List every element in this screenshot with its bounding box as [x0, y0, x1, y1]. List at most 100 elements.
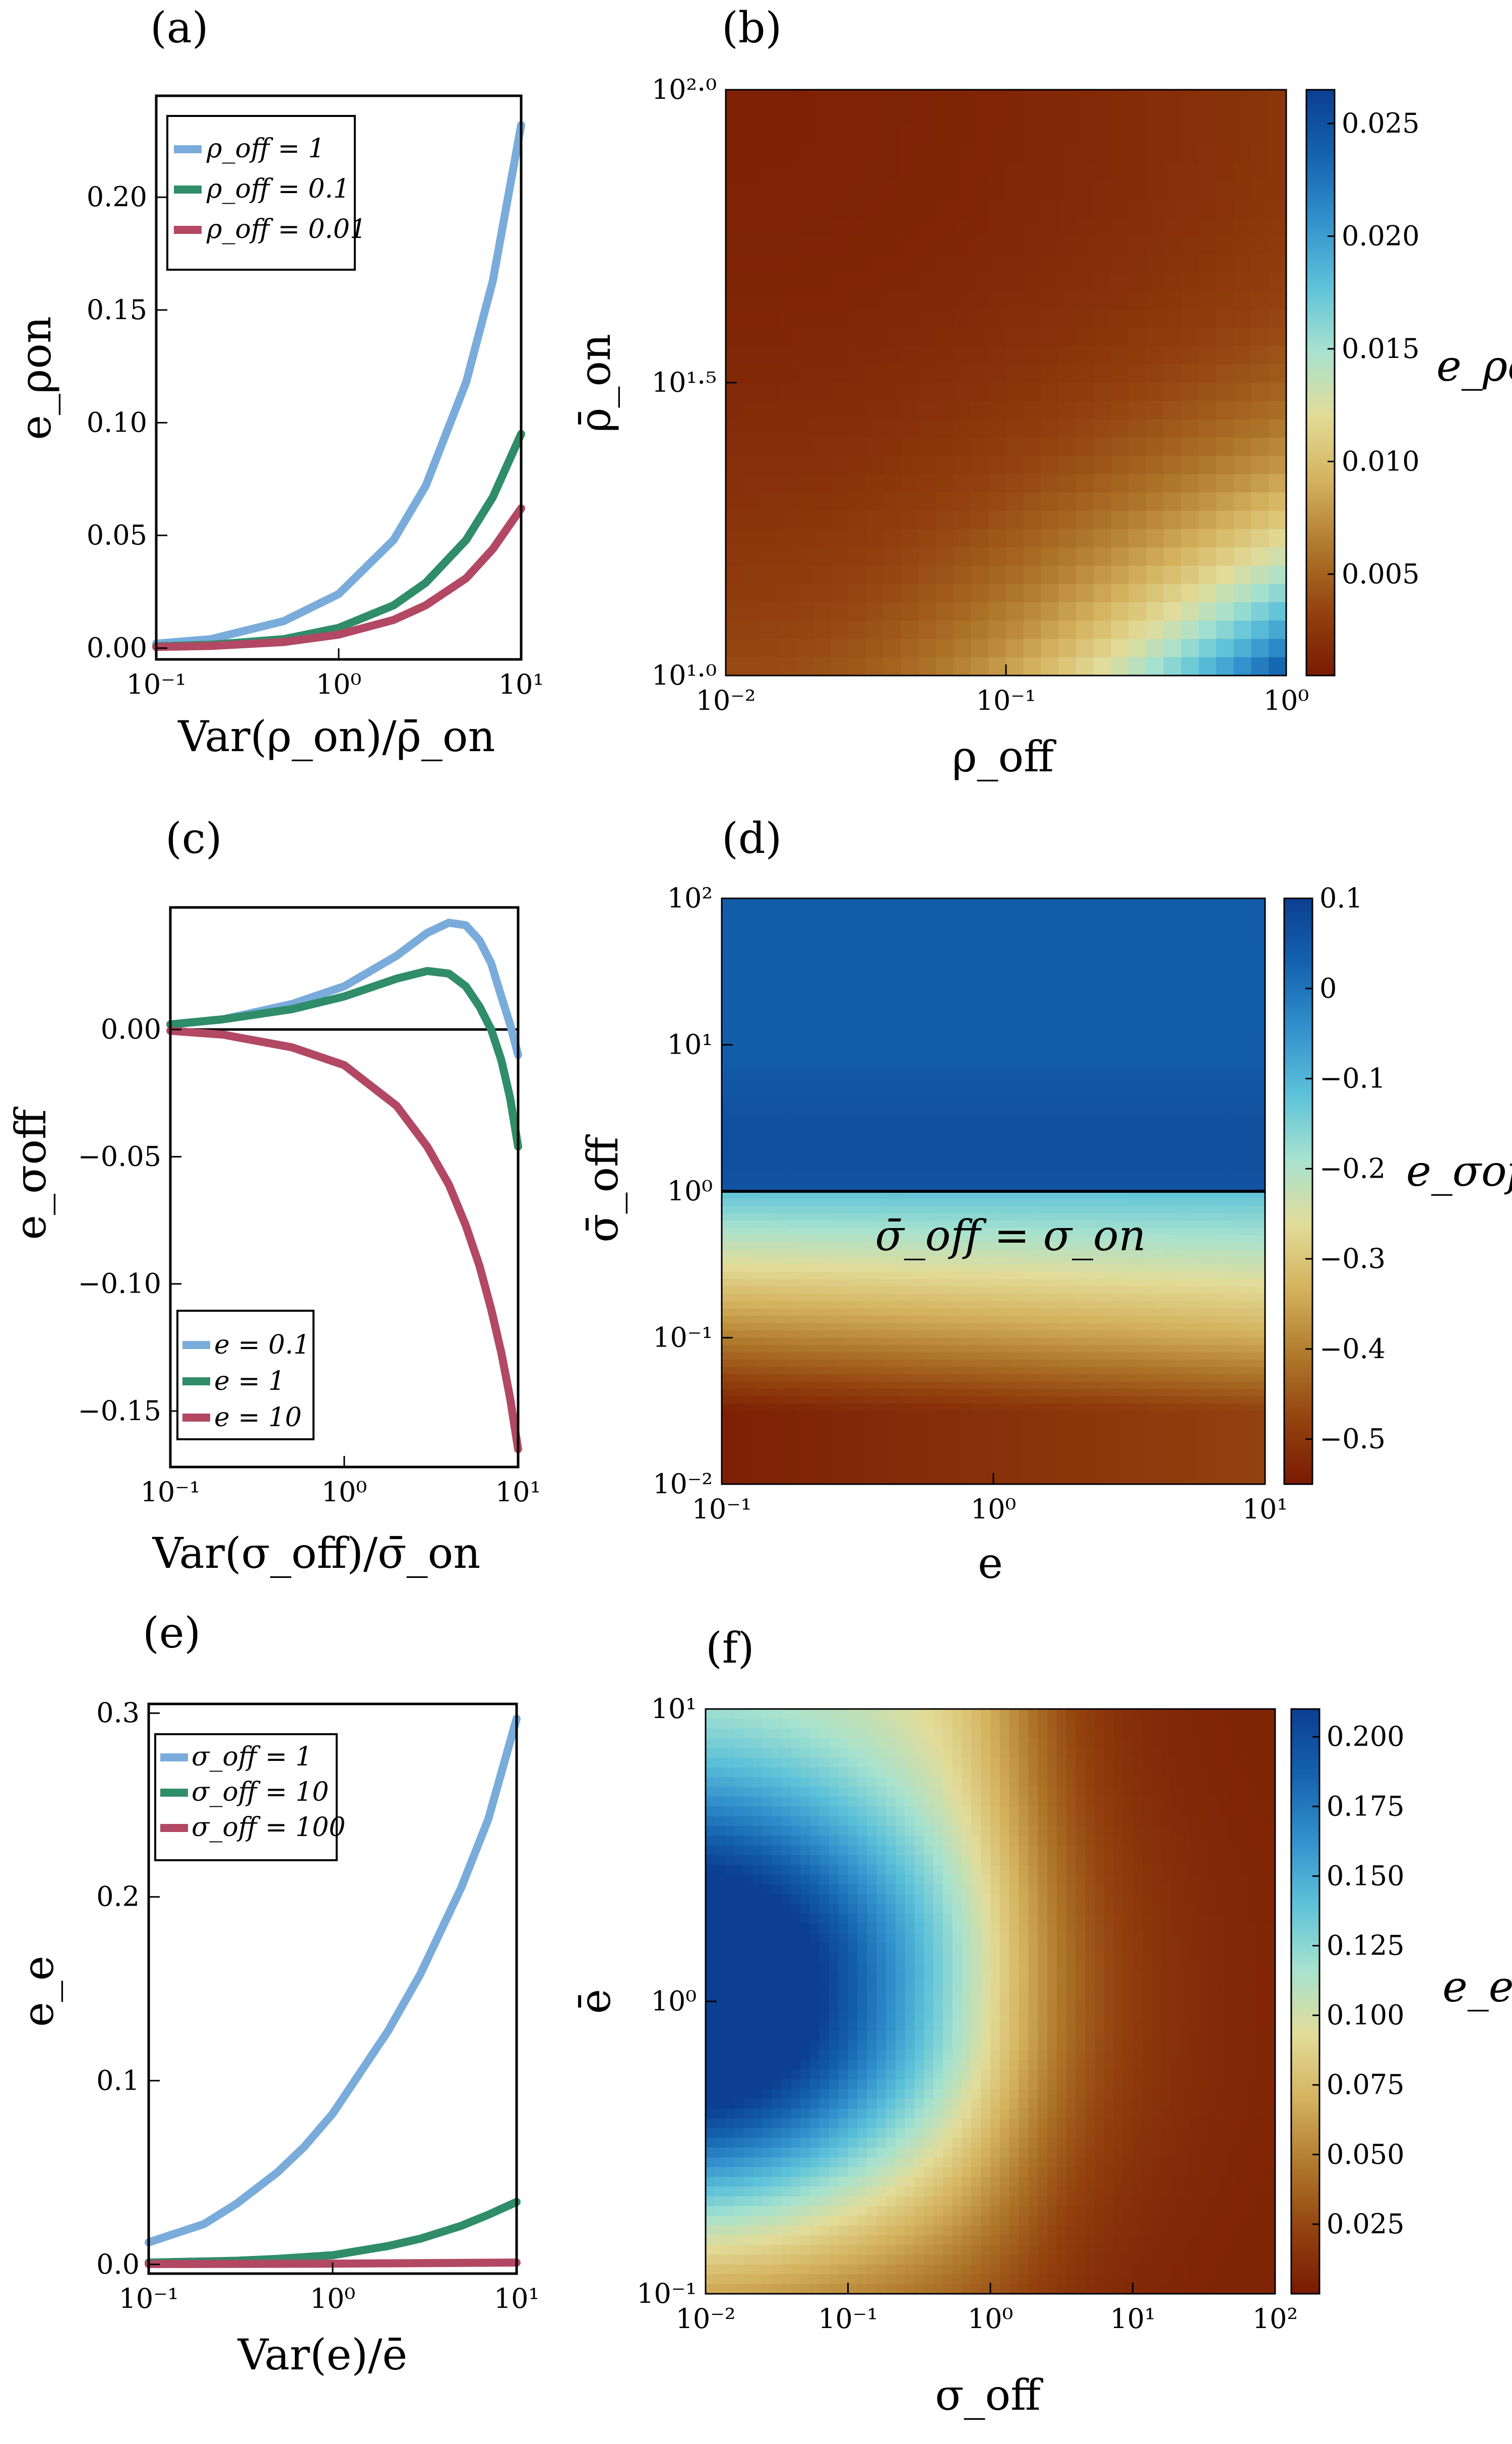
panel-b-cell: [1199, 328, 1217, 347]
panel-d-cell: [1163, 993, 1171, 1002]
panel-b-cell: [1181, 218, 1200, 237]
panel-b-cell: [743, 602, 762, 621]
panel-d-cell: [1068, 920, 1076, 928]
panel-d-cell: [837, 1045, 845, 1053]
panel-d-cell: [1149, 1052, 1157, 1060]
panel-d-cell: [1204, 1015, 1211, 1023]
panel-b-cell: [918, 566, 936, 585]
panel-d-cell: [837, 1228, 845, 1236]
panel-d-cell: [1143, 913, 1150, 921]
panel-b-cell: [743, 309, 762, 328]
panel-d-cell: [1231, 1228, 1238, 1236]
panel-d-cell: [986, 1045, 994, 1053]
panel-d-cell: [796, 1235, 804, 1243]
panel-d-cell: [1068, 1242, 1076, 1251]
panel-d-cell: [844, 935, 851, 943]
panel-b-cell: [813, 328, 832, 347]
panel-d-cell: [803, 1052, 810, 1060]
panel-d-cell: [1231, 971, 1238, 980]
panel-d-cell: [742, 1191, 749, 1199]
panel-b-cell: [1128, 273, 1147, 292]
panel-d-cell: [1197, 1235, 1205, 1243]
panel-d-cell: [810, 1242, 817, 1251]
panel-d-cell: [722, 1220, 729, 1229]
panel-d-cell: [905, 1140, 913, 1148]
panel-d-cell: [789, 913, 797, 921]
panel-b-cell: [918, 218, 936, 237]
panel-d-cell: [1082, 1198, 1089, 1206]
panel-d-cell: [1183, 1030, 1191, 1038]
panel-b-cell: [936, 144, 954, 164]
panel-d-cell: [1183, 986, 1191, 994]
panel-d-cell: [1082, 1147, 1089, 1155]
panel-d-cell: [1109, 898, 1116, 906]
panel-d-cell: [973, 1213, 980, 1221]
panel-d-cell: [742, 1088, 749, 1096]
panel-d-cell: [783, 1111, 790, 1119]
panel-d-cell: [939, 1125, 947, 1133]
panel-d-cell: [871, 1206, 878, 1214]
panel-d-cell: [912, 1242, 919, 1251]
panel-d-cell: [783, 1022, 790, 1031]
panel-d-cell: [1115, 1001, 1123, 1009]
panel-d-cell: [1006, 971, 1015, 980]
panel-d-cell: [1170, 935, 1177, 943]
panel-d-cell: [993, 1096, 1001, 1104]
panel-d-cell: [925, 1154, 933, 1163]
panel-d-cell: [1109, 1030, 1116, 1038]
panel-d-cell: [837, 905, 845, 913]
panel-d-cell: [1102, 1147, 1109, 1155]
panel-d-cell: [1163, 1154, 1171, 1163]
panel-b-cell: [848, 492, 866, 511]
panel-d-cell: [1143, 1118, 1150, 1126]
panel-b-cell: [813, 529, 832, 548]
panel-d-cell: [1204, 993, 1211, 1002]
panel-b-cell: [901, 547, 919, 566]
panel-d-cell: [755, 913, 763, 921]
panel-d-cell: [1006, 1081, 1015, 1089]
panel-b-cell: [848, 199, 866, 218]
panel-d-cell: [1006, 1067, 1015, 1075]
panel-d-cell: [1238, 942, 1245, 950]
panel-d-cell: [898, 1081, 906, 1089]
panel-d-cell: [932, 1147, 939, 1155]
panel-d-cell: [1197, 1052, 1205, 1060]
panel-d-cell: [891, 1045, 899, 1053]
panel-d-cell: [1115, 1059, 1123, 1067]
panel-d-cell: [762, 905, 770, 913]
panel-b-cell: [936, 328, 954, 347]
panel-d-cell: [1217, 1022, 1225, 1031]
panel-d-cell: [1211, 1184, 1218, 1192]
panel-d-cell: [1122, 898, 1130, 906]
panel-d-cell: [905, 1191, 913, 1199]
panel-d-cell: [816, 1022, 824, 1031]
panel-d-cell: [891, 1235, 899, 1243]
panel-d-cell: [1204, 1081, 1211, 1089]
panel-d-cell: [1224, 957, 1232, 965]
panel-d-cell: [851, 1067, 858, 1075]
panel-d-cell: [1075, 1022, 1082, 1031]
panel-d-cell: [1217, 1228, 1225, 1236]
panel-b-cell: [988, 181, 1006, 200]
panel-d-cell: [1190, 1140, 1198, 1148]
panel-b-cell: [918, 474, 936, 493]
panel-d-cell: [742, 979, 749, 987]
panel-d-cell: [728, 1030, 736, 1038]
panel-d-cell: [844, 1132, 851, 1141]
panel-d-cell: [1034, 1213, 1042, 1221]
panel-b-cell: [1093, 529, 1112, 548]
panel-b-cell: [1233, 181, 1252, 200]
panel-d-cell: [1115, 957, 1123, 965]
panel-b-cell: [761, 492, 779, 511]
panel-d-cell: [1176, 993, 1184, 1002]
panel-d-cell: [993, 913, 1001, 921]
panel-d-cell: [748, 1045, 757, 1053]
panel-b-cell: [1199, 511, 1217, 530]
panel-b-cell: [1128, 511, 1147, 530]
panel-d-cell: [1211, 971, 1218, 980]
panel-d-cell: [722, 905, 729, 913]
panel-b-cell: [866, 621, 884, 640]
panel-d-cell: [877, 1169, 886, 1177]
panel-d-cell: [1163, 928, 1171, 936]
panel-d-cell: [824, 1081, 831, 1089]
